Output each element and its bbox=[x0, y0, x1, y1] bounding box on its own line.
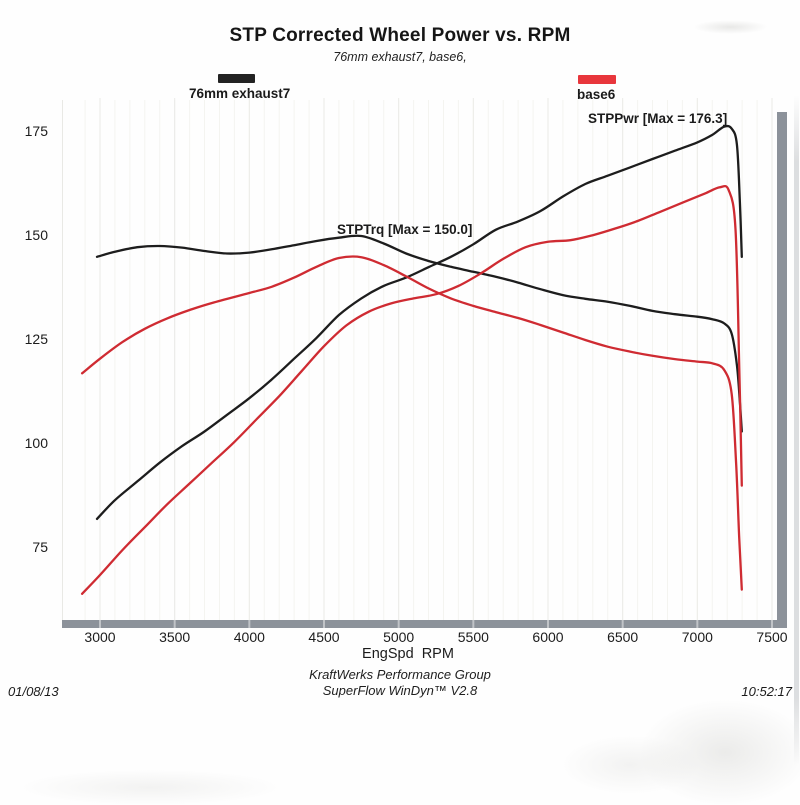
y-tick-label: 125 bbox=[24, 331, 48, 347]
y-tick-label: 150 bbox=[24, 227, 48, 243]
axis-frame bbox=[62, 112, 787, 628]
curve-76mm-exhaust7-stppwr bbox=[95, 124, 743, 521]
gridlines-minor bbox=[84, 100, 773, 620]
footer-software-name: SuperFlow WinDyn™ V2.8 bbox=[322, 683, 478, 698]
x-tick-label: 4000 bbox=[233, 629, 265, 645]
x-tick-label: 4500 bbox=[308, 629, 340, 645]
torque-max-annotation: STPTrq [Max = 150.0] bbox=[337, 222, 473, 237]
x-tick-label: 5500 bbox=[457, 629, 489, 645]
x-axis-bar-separators bbox=[99, 620, 773, 628]
time-stamp: 10:52:17 bbox=[741, 684, 792, 699]
legend-swatch-base6 bbox=[578, 75, 616, 84]
y-tick-label: 75 bbox=[32, 539, 48, 555]
footer-org-name: KraftWerks Performance Group bbox=[309, 667, 491, 682]
curve-76mm-exhaust7-stptrq bbox=[95, 234, 743, 433]
x-axis-bar bbox=[62, 620, 787, 628]
x-tick-label: 7000 bbox=[681, 629, 713, 645]
chart-subtitle: 76mm exhaust7, base6, bbox=[333, 50, 467, 64]
x-tick-label: 7500 bbox=[756, 629, 788, 645]
x-axis-title: EngSpd RPM bbox=[362, 646, 454, 662]
legend-label-base6: base6 bbox=[577, 87, 616, 102]
curve-base6-stptrq bbox=[80, 255, 743, 591]
right-frame-bar bbox=[777, 112, 787, 628]
chart-title: STP Corrected Wheel Power vs. RPM bbox=[229, 25, 571, 46]
legend-swatch-76mm-exhaust7 bbox=[218, 74, 255, 83]
x-tick-label: 6500 bbox=[607, 629, 639, 645]
dyno-curves bbox=[80, 124, 743, 595]
x-tick-label: 3500 bbox=[159, 629, 191, 645]
y-tick-label: 100 bbox=[24, 435, 48, 451]
x-tick-label: 5000 bbox=[383, 629, 415, 645]
power-max-annotation: STPPwr [Max = 176.3] bbox=[588, 111, 728, 126]
date-stamp: 01/08/13 bbox=[8, 684, 59, 699]
curve-base6-stppwr bbox=[80, 184, 743, 595]
y-tick-label: 175 bbox=[24, 123, 48, 139]
legend-label-76mm-exhaust7: 76mm exhaust7 bbox=[189, 86, 291, 101]
x-tick-label: 3000 bbox=[84, 629, 116, 645]
x-tick-label: 6000 bbox=[532, 629, 564, 645]
